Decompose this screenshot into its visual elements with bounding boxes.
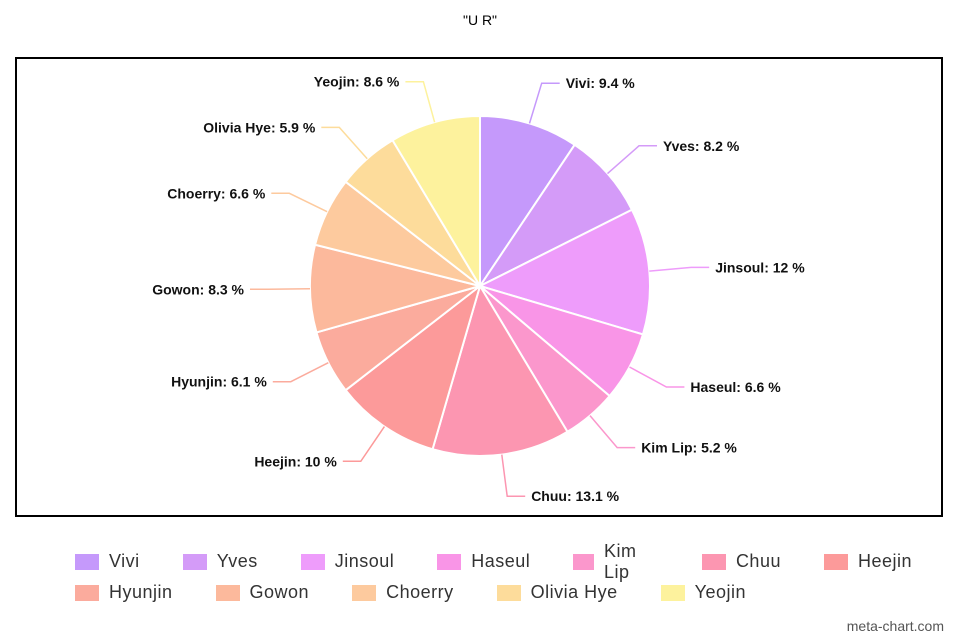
legend-label: Jinsoul [334,551,395,571]
legend-swatch [300,553,325,570]
legend-label: Chuu [735,551,781,571]
legend-swatch [75,584,99,601]
legend-item-jinsoul[interactable]: Jinsoul [286,551,395,572]
legend-item-vivi[interactable]: Vivi [60,551,140,572]
leader-line-vivi [528,82,560,124]
legend-swatch [496,584,521,601]
leader-line-gowon [250,287,311,291]
legend-item-yves[interactable]: Yves [168,551,258,572]
data-label-haseul: Haseul: 6.6 % [690,379,781,395]
data-label-hyunjin: Hyunjin: 6.1 % [171,374,267,390]
legend-item-yeojin[interactable]: Yeojin [646,582,746,603]
leader-line-olivia-hye [321,126,368,160]
data-label-heejin: Heejin: 10 % [254,453,337,469]
watermark: meta-chart.com [846,618,944,634]
legend-swatch [182,553,207,570]
legend-swatch [75,553,99,570]
leader-line-heejin [342,426,386,463]
legend-label: Vivi [109,551,140,571]
data-label-kim-lip: Kim Lip: 5.2 % [641,440,737,456]
legend-swatch [215,584,240,601]
legend: Vivi Yves Jinsoul Haseul Kim Lip Chuu Heejin Hy… [60,541,940,608]
legend-item-gowon[interactable]: Gowon [201,582,310,603]
pie-slice-heejin [344,283,482,451]
legend-item-olivia-hye[interactable]: Olivia Hye [482,582,618,603]
legend-label: Hyunjin [109,582,173,602]
pie-slice-yves [477,143,634,289]
leader-line-choerry [271,192,328,213]
data-label-vivi: Vivi: 9.4 % [566,75,636,91]
leader-line-kim-lip [589,415,636,449]
plot-frame [15,57,943,517]
data-label-chuu: Chuu: 13.1 % [531,488,619,504]
pie-slice-gowon [309,243,484,334]
legend-swatch [437,553,462,570]
legend-row: Vivi Yves Jinsoul Haseul Kim Lip Chuu Heejin [60,541,940,582]
pie-slice-yeojin [391,114,481,290]
legend-swatch [823,553,848,570]
legend-label: Olivia Hye [530,582,618,602]
data-label-olivia-hye: Olivia Hye: 5.9 % [203,119,316,135]
legend-label: Haseul [471,551,531,571]
data-label-yeojin: Yeojin: 8.6 % [314,74,400,90]
legend-label: Yeojin [694,582,747,602]
leader-line-yves [607,145,657,175]
data-label-choerry: Choerry: 6.6 % [167,185,266,201]
leader-line-yeojin [405,80,436,123]
legend-item-heejin[interactable]: Heejin [809,551,912,572]
data-label-yves: Yves: 8.2 % [663,138,740,154]
legend-item-haseul[interactable]: Haseul [422,551,530,572]
legend-swatch [352,584,377,601]
legend-item-choerry[interactable]: Choerry [337,582,454,603]
legend-label: Yves [216,551,258,571]
data-label-jinsoul: Jinsoul: 12 % [715,259,805,275]
legend-item-kim-lip[interactable]: Kim Lip [558,541,659,583]
pie-slice-chuu [431,283,569,457]
data-label-gowon: Gowon: 8.3 % [152,281,244,297]
leader-line-jinsoul [649,266,710,272]
leader-line-haseul [629,366,685,388]
legend-swatch [573,553,595,570]
legend-label: Kim Lip [604,540,637,582]
leader-line-hyunjin [272,362,329,383]
legend-swatch [660,584,685,601]
legend-item-hyunjin[interactable]: Hyunjin [60,582,173,603]
legend-row: Hyunjin Gowon Choerry Olivia Hye Yeojin [60,577,940,608]
legend-label: Heejin [857,551,912,571]
chart-title: "U R" [462,12,498,28]
legend-label: Gowon [249,582,310,602]
legend-item-chuu[interactable]: Chuu [687,551,781,572]
legend-label: Choerry [386,582,454,602]
leader-line-chuu [501,454,526,497]
legend-swatch [701,553,726,570]
